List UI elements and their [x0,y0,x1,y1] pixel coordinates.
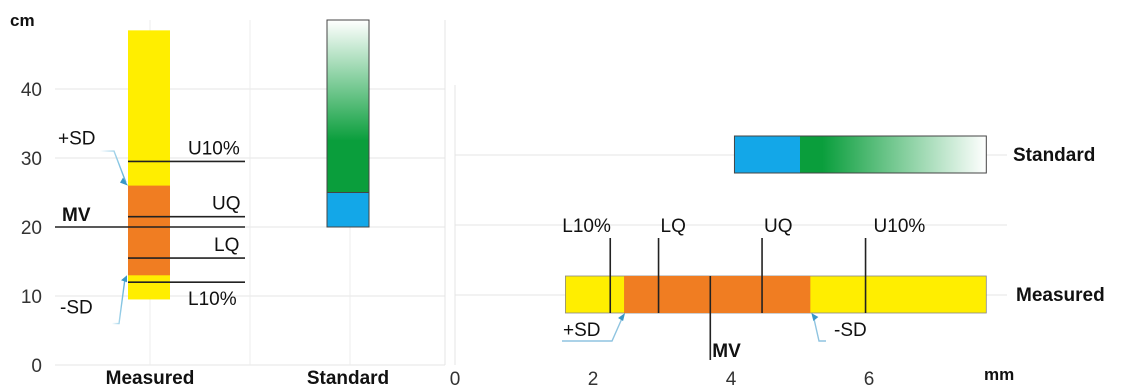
label-l10: L10% [188,289,237,310]
y-tick-label-10: 10 [21,287,42,308]
y-tick-label-20: 20 [21,218,42,239]
category-standard-label: Standard [307,368,389,389]
measured-sd-bar-h [624,276,811,313]
standard-blue-bar [326,192,370,228]
label-plus-sd-h: +SD [563,320,601,341]
right-chart: 0 2 4 6 mm L10% LQ UQ U10% MV +SD -SD Stand… [450,85,1105,390]
x-tick-label-0: 0 [450,369,461,390]
minus-sd-arrowhead-h [811,313,819,321]
right-x-ticks: 0 2 4 6 [450,369,875,390]
label-u10-h: U10% [874,216,926,237]
label-lq-h: LQ [661,216,686,237]
minus-sd-callout-h [812,315,826,342]
plus-sd-callout-h [562,315,624,342]
left-gridlines [55,20,446,366]
left-y-ticks: 0 10 20 30 40 [21,80,42,377]
standard-green-bar-h [800,136,987,173]
plus-sd-arrowhead [120,177,128,186]
label-uq-h: UQ [764,216,793,237]
y-tick-label-40: 40 [21,80,42,101]
label-minus-sd-h: -SD [834,320,867,341]
label-minus-sd: -SD [60,297,93,318]
measured-sd-bar [128,185,170,276]
right-x-axis-label: mm [984,365,1014,384]
label-uq: UQ [212,194,241,215]
category-standard-label-h: Standard [1013,145,1095,166]
y-tick-label-30: 30 [21,149,42,170]
label-plus-sd: +SD [58,128,96,149]
label-u10: U10% [188,138,240,159]
standard-bar-outline-h [733,135,987,174]
x-tick-label-2: 2 [588,369,599,390]
label-mv: MV [62,205,91,226]
category-measured-label-h: Measured [1016,285,1105,306]
category-measured-label: Measured [106,368,195,389]
standard-blue-bar-h [734,136,800,173]
left-y-axis-label: cm [10,11,35,30]
plus-sd-arrowhead-h [618,313,626,321]
standard-bar-outline [326,19,370,228]
minus-sd-arrowhead [121,275,127,283]
y-tick-label-0: 0 [31,356,42,377]
x-tick-label-4: 4 [726,369,737,390]
label-l10-h: L10% [562,216,611,237]
label-lq: LQ [214,235,239,256]
label-mv-h: MV [712,341,741,362]
x-tick-label-6: 6 [864,369,875,390]
plus-sd-callout [100,150,127,183]
standard-green-bar [327,20,369,193]
minus-sd-callout [112,278,126,325]
